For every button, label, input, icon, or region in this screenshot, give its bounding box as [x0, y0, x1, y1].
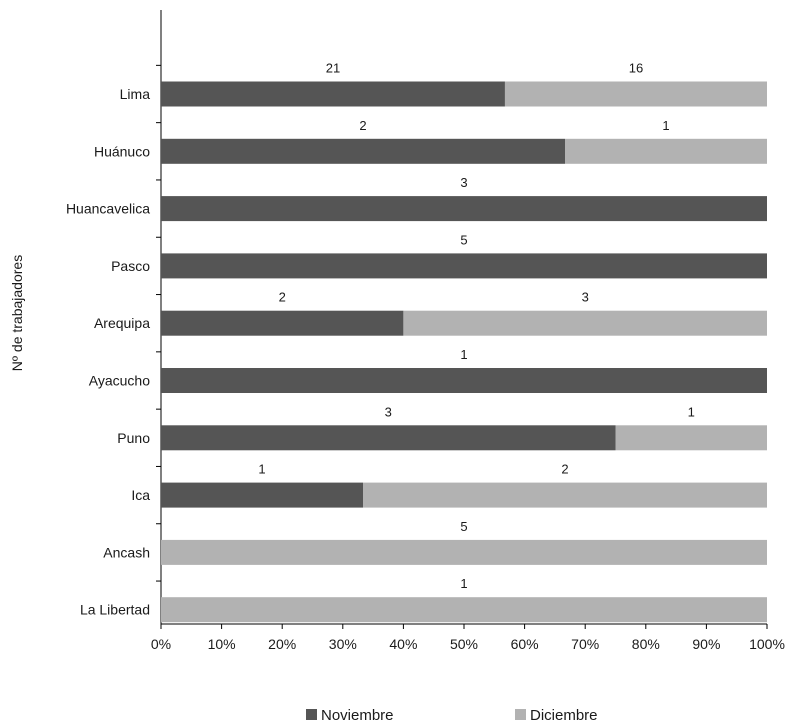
data-label: 21: [326, 61, 340, 76]
x-tick-label: 100%: [749, 636, 785, 652]
bar-segment: [161, 597, 767, 623]
x-tick-label: 50%: [450, 636, 478, 652]
bar-segment: [363, 482, 767, 508]
category-label: Puno: [117, 430, 150, 446]
bar-segment: [403, 310, 767, 336]
data-label: 3: [385, 404, 392, 419]
data-label: 16: [629, 61, 643, 76]
bar-segment: [565, 138, 767, 164]
x-tick-labels: 0% 10% 20% 30% 40% 50% 60% 70% 80% 90% 100%: [151, 636, 785, 652]
category-label: Huancavelica: [66, 201, 150, 217]
bar-segment: [161, 425, 616, 451]
category-label: Ancash: [103, 544, 150, 560]
legend-label: Noviembre: [321, 707, 394, 724]
category-label: Ica: [131, 487, 150, 503]
category-label: Lima: [120, 86, 151, 102]
category-labels: Lima Huánuco Huancavelica Pasco Arequipa Ayac…: [66, 86, 150, 618]
category-label: Arequipa: [94, 315, 150, 331]
bar-segment: [615, 425, 767, 451]
x-tick-label: 90%: [692, 636, 720, 652]
x-tick-label: 30%: [329, 636, 357, 652]
category-label: Pasco: [111, 258, 150, 274]
data-label: 2: [561, 462, 568, 477]
y-axis-label: Nº de trabajadores: [9, 255, 25, 371]
category-label: Ayacucho: [89, 373, 150, 389]
legend: Noviembre Diciembre: [306, 707, 598, 724]
bar-segment: [161, 368, 767, 393]
bar-segment: [161, 253, 767, 279]
data-label: 1: [460, 347, 467, 362]
x-tick-label: 10%: [208, 636, 236, 652]
x-tick-label: 70%: [571, 636, 599, 652]
legend-swatch: [306, 709, 317, 720]
legend-swatch: [515, 709, 526, 720]
bar-segment: [161, 138, 565, 164]
bar-group: [161, 81, 767, 623]
bar-segment: [504, 81, 767, 107]
x-tick-label: 60%: [511, 636, 539, 652]
bar-segment: [161, 482, 363, 508]
x-tick-label: 80%: [632, 636, 660, 652]
category-label: La Libertad: [80, 602, 150, 618]
data-label: 5: [460, 232, 467, 247]
data-label: 1: [688, 404, 695, 419]
data-label: 1: [258, 462, 265, 477]
bar-segment: [161, 196, 767, 222]
data-label: 1: [662, 118, 669, 133]
bar-segment: [161, 81, 505, 107]
x-tick-label: 40%: [389, 636, 417, 652]
data-label: 1: [460, 576, 467, 591]
data-label: 5: [460, 519, 467, 534]
legend-label: Diciembre: [530, 707, 598, 724]
bar-segment: [161, 310, 404, 336]
data-label: 3: [460, 175, 467, 190]
category-label: Huánuco: [94, 143, 150, 159]
data-label: 2: [359, 118, 366, 133]
data-label: 2: [279, 290, 286, 305]
data-label: 3: [582, 290, 589, 305]
bar-segment: [161, 539, 767, 565]
x-tick-label: 20%: [268, 636, 296, 652]
x-tick-label: 0%: [151, 636, 171, 652]
